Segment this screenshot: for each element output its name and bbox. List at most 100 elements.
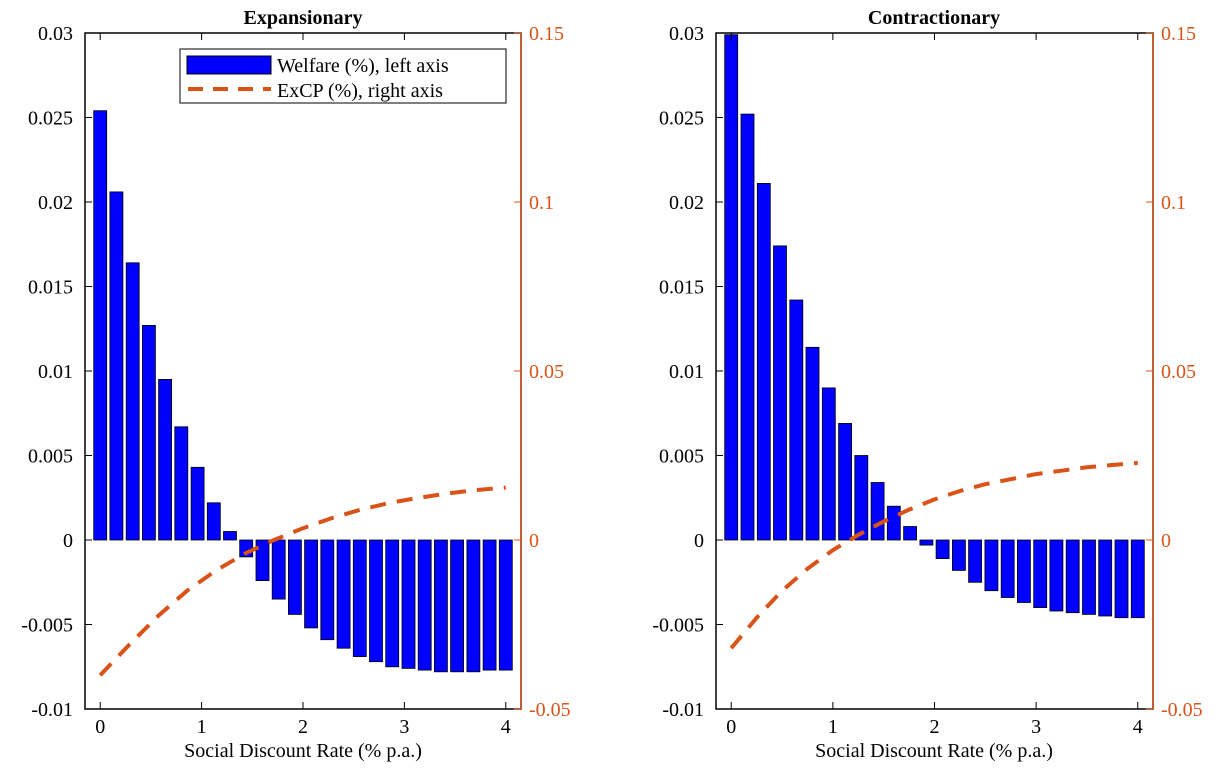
bar-welfare <box>1000 539 1015 598</box>
line-excp <box>729 460 1138 650</box>
bar-welfare <box>1017 539 1031 603</box>
bar-welfare <box>1049 539 1064 612</box>
bar-welfare <box>255 539 270 581</box>
bar-welfare <box>886 505 901 541</box>
left-tick-label: 0.025 <box>659 108 704 130</box>
x-axis-label: Social Discount Rate (% p.a.) <box>815 740 1053 762</box>
left-tick-label: 0.01 <box>38 361 73 383</box>
line-contractionary <box>729 460 1138 650</box>
panel-expansionary: Expansionary -0.01 -0.005 0 0.005 0.01 0.015 0… <box>21 7 570 762</box>
left-tick-label: 0.03 <box>38 23 73 45</box>
x-ticks-expansionary: 0 1 2 3 4 <box>95 33 511 738</box>
line-excp <box>98 485 506 677</box>
bar-welfare <box>1098 539 1113 617</box>
bar-welfare <box>304 539 319 629</box>
x-axis-label: Social Discount Rate (% p.a.) <box>184 740 422 762</box>
bar-welfare <box>773 245 787 541</box>
x-tick-label: 4 <box>501 716 511 738</box>
legend-label-excp: ExCP (%), right axis <box>277 80 443 102</box>
left-tick-label: -0.005 <box>652 615 704 637</box>
bar-welfare <box>935 539 950 560</box>
right-tick-label: 0.05 <box>529 361 564 383</box>
x-tick-label: 1 <box>197 716 207 738</box>
bar-welfare <box>821 387 836 541</box>
bar-welfare <box>320 539 335 641</box>
left-tick-label: -0.01 <box>662 699 704 721</box>
bar-welfare <box>756 182 771 541</box>
bar-welfare <box>1065 539 1080 614</box>
bar-welfare <box>1130 539 1145 619</box>
bar-welfare <box>1114 539 1129 619</box>
bar-welfare <box>984 539 999 592</box>
bar-welfare <box>336 539 351 649</box>
left-tick-label: -0.01 <box>31 699 73 721</box>
right-tick-label: 0 <box>529 530 539 552</box>
left-tick-label: 0 <box>63 530 73 552</box>
right-tick-label: -0.05 <box>529 699 571 721</box>
left-tick-label: 0 <box>694 530 704 552</box>
bar-welfare <box>789 299 804 541</box>
bar-welfare <box>450 539 465 673</box>
x-tick-label: 4 <box>1133 716 1143 738</box>
bar-welfare <box>417 539 432 671</box>
bar-welfare <box>870 482 885 541</box>
bar-welfare <box>1082 539 1096 615</box>
bars-expansionary <box>93 110 513 673</box>
bar-welfare <box>724 34 739 541</box>
left-tick-label: 0.005 <box>659 446 704 468</box>
legend-swatch-welfare <box>186 55 272 75</box>
x-tick-label: 2 <box>298 716 308 738</box>
bar-welfare <box>385 539 400 668</box>
bar-welfare <box>287 539 302 615</box>
right-tick-label: 0.15 <box>1161 23 1196 45</box>
right-tick-label: 0.15 <box>529 23 564 45</box>
bar-welfare <box>968 539 982 583</box>
x-tick-label: 2 <box>930 716 940 738</box>
x-tick-label: 1 <box>828 716 838 738</box>
bar-welfare <box>952 539 966 571</box>
bars-contractionary <box>724 34 1145 619</box>
x-ticks-contractionary: 0 1 2 3 4 <box>726 33 1143 738</box>
chart-title: Expansionary <box>244 7 363 29</box>
bar-welfare <box>854 455 869 541</box>
bar-welfare <box>271 539 286 600</box>
right-ticks-expansionary: -0.05 0 0.05 0.1 0.15 <box>514 23 571 721</box>
bar-welfare <box>1033 539 1048 608</box>
bar-welfare <box>466 539 481 673</box>
bar-welfare <box>433 539 448 673</box>
right-tick-label: 0 <box>1161 530 1171 552</box>
bar-welfare <box>369 539 383 663</box>
right-tick-label: -0.05 <box>1161 699 1203 721</box>
left-tick-label: 0.015 <box>659 277 704 299</box>
legend: Welfare (%), left axis ExCP (%), right a… <box>179 48 507 104</box>
panel-contractionary: Contractionary -0.01 -0.005 0 0.005 0.01 0.01… <box>652 7 1202 762</box>
line-expansionary <box>98 485 506 677</box>
bar-welfare <box>482 539 497 671</box>
left-tick-label: 0.02 <box>669 192 704 214</box>
bar-welfare <box>125 262 140 541</box>
legend-label-welfare: Welfare (%), left axis <box>277 55 449 77</box>
right-tick-label: 0.1 <box>1161 192 1186 214</box>
left-tick-label: 0.03 <box>669 23 704 45</box>
left-ticks-expansionary: -0.01 -0.005 0 0.005 0.01 0.015 0.02 0.025 0.03 <box>21 23 92 721</box>
bar-welfare <box>498 539 513 671</box>
chart-title: Contractionary <box>868 7 1000 29</box>
bar-welfare <box>838 422 852 541</box>
left-tick-label: 0.02 <box>38 192 73 214</box>
bar-welfare <box>740 113 755 541</box>
bar-welfare <box>174 426 189 541</box>
bar-welfare <box>93 110 108 541</box>
bar-welfare <box>919 539 934 546</box>
bar-welfare <box>401 539 416 669</box>
bar-welfare <box>903 526 917 541</box>
bar-welfare <box>158 378 173 541</box>
left-tick-label: 0.01 <box>669 361 704 383</box>
bar-welfare <box>805 346 820 541</box>
x-tick-label: 3 <box>399 716 409 738</box>
bar-welfare <box>190 466 205 541</box>
left-tick-label: 0.005 <box>28 446 73 468</box>
right-ticks-contractionary: -0.05 0 0.05 0.1 0.15 <box>1146 23 1203 721</box>
bar-welfare <box>352 539 367 657</box>
left-tick-label: 0.025 <box>28 108 73 130</box>
